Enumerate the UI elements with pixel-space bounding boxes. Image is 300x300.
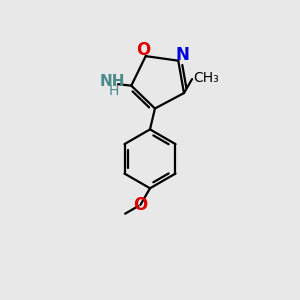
Text: N: N xyxy=(176,46,190,64)
Text: NH: NH xyxy=(99,74,125,89)
Text: O: O xyxy=(136,41,150,59)
Text: O: O xyxy=(133,196,148,214)
Text: H: H xyxy=(108,84,119,98)
Text: CH₃: CH₃ xyxy=(194,70,219,85)
